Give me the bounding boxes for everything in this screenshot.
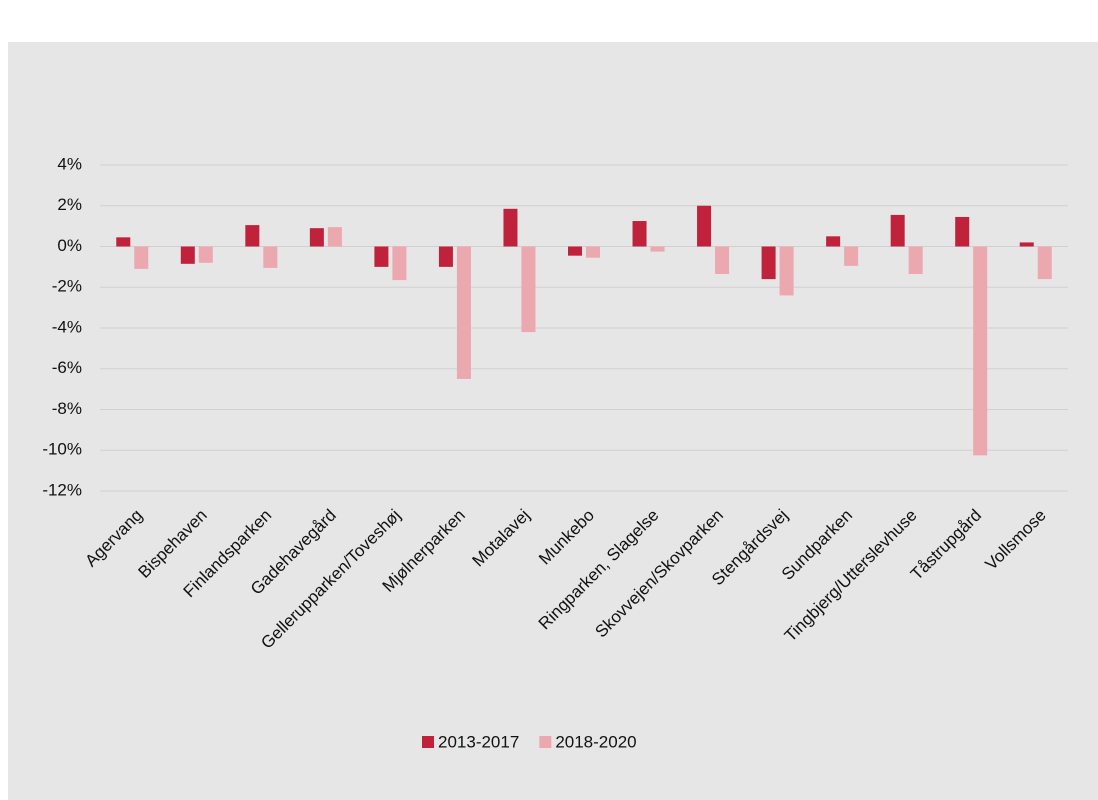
bar — [779, 246, 794, 296]
legend-swatch — [422, 736, 434, 748]
legend-label: 2013-2017 — [438, 732, 519, 751]
legend-swatch — [539, 736, 552, 748]
bar — [955, 216, 970, 247]
y-tick-label: -6% — [52, 358, 82, 377]
y-tick-label: -10% — [42, 440, 82, 459]
legend-label: 2018-2020 — [555, 732, 636, 751]
y-tick-label: 2% — [57, 195, 82, 214]
bar — [973, 246, 988, 456]
y-tick-label: 4% — [57, 154, 82, 173]
bar — [263, 246, 278, 268]
bar — [245, 225, 260, 247]
bar — [908, 246, 923, 275]
bar — [456, 246, 471, 379]
y-tick-label: -4% — [52, 317, 82, 336]
bar — [826, 236, 841, 247]
bar — [1019, 242, 1034, 247]
bar — [890, 214, 905, 247]
y-tick-label: 0% — [57, 236, 82, 255]
bar — [392, 246, 407, 281]
bar — [374, 246, 389, 267]
bar — [715, 246, 730, 275]
bar — [180, 246, 195, 264]
bar — [697, 205, 712, 247]
bar — [438, 246, 453, 267]
bar — [134, 246, 149, 269]
bar — [521, 246, 536, 333]
y-tick-label: -8% — [52, 399, 82, 418]
bar — [116, 237, 131, 247]
chart-background — [8, 42, 1098, 800]
bar — [761, 246, 776, 280]
bar — [198, 246, 213, 263]
bar — [327, 227, 342, 247]
y-tick-label: -12% — [42, 480, 82, 499]
y-tick-label: -2% — [52, 277, 82, 296]
bar — [309, 228, 324, 247]
bar — [503, 208, 518, 247]
bar — [586, 246, 600, 258]
bar — [844, 246, 859, 266]
bar — [650, 246, 665, 252]
bar — [568, 246, 582, 256]
bar — [1037, 246, 1052, 280]
bar — [632, 221, 647, 247]
